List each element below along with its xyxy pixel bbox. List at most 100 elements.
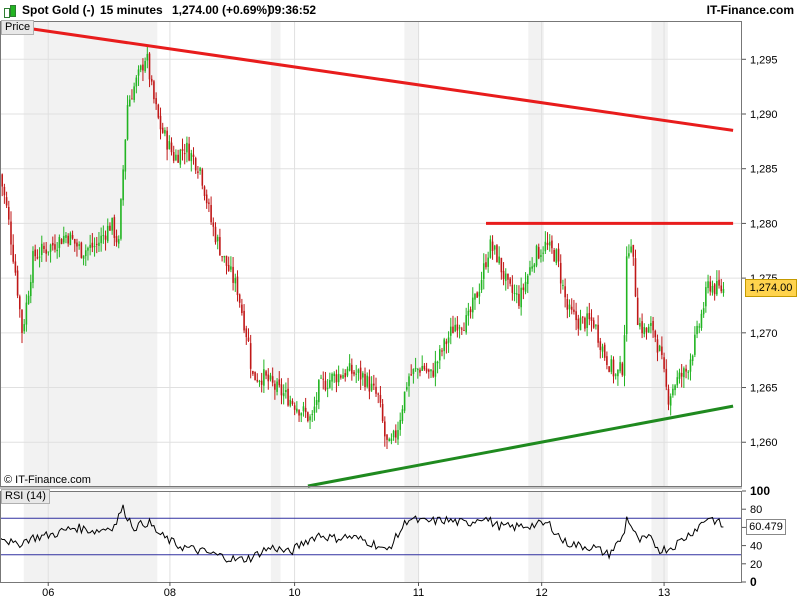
candle-body xyxy=(720,285,723,292)
candle-body xyxy=(223,256,226,258)
candle-body xyxy=(689,359,692,372)
candle-body xyxy=(225,255,228,266)
rsi-line xyxy=(0,504,724,564)
candle-body xyxy=(197,171,199,173)
candle-body xyxy=(711,285,714,293)
candle-body xyxy=(625,256,628,335)
candle-body xyxy=(315,400,318,405)
candle-body xyxy=(258,380,261,382)
candle-body xyxy=(7,206,10,220)
candle-body xyxy=(487,257,489,267)
candle-body xyxy=(69,233,72,246)
session-shade xyxy=(404,21,420,486)
candle-body xyxy=(562,284,564,286)
candle-body xyxy=(599,341,602,351)
candle-body xyxy=(471,297,474,313)
candle-body xyxy=(29,282,32,297)
candle-body xyxy=(287,388,289,406)
resistance-trendline xyxy=(0,22,734,132)
candle-body xyxy=(296,408,298,412)
candle-body xyxy=(518,293,520,306)
timestamp: 09:36:52 xyxy=(268,3,317,17)
candle-body xyxy=(652,321,654,331)
x-tick-label: 08 xyxy=(164,587,176,599)
candle-body xyxy=(161,127,164,133)
candle-body xyxy=(524,281,527,292)
candle-body xyxy=(45,249,47,254)
candle-body xyxy=(621,363,624,375)
candle-body xyxy=(526,275,529,285)
candle-body xyxy=(377,393,380,395)
candle-body xyxy=(469,309,472,313)
candle-body xyxy=(95,243,98,245)
candle-body xyxy=(87,247,89,251)
session-shade-rsi xyxy=(404,491,420,582)
candle-body xyxy=(329,380,331,388)
candle-body xyxy=(304,407,307,413)
candle-body xyxy=(608,366,610,372)
candle-body xyxy=(267,374,270,382)
candle-body xyxy=(570,306,573,310)
candle-body xyxy=(597,324,599,343)
candle-body xyxy=(192,154,195,157)
candle-body xyxy=(700,313,703,329)
candle-body xyxy=(414,367,417,369)
candle-body xyxy=(307,412,309,422)
candle-body xyxy=(84,250,87,257)
y-tick-label: 1,295 xyxy=(750,54,778,66)
candle-body xyxy=(150,78,153,82)
candle-body xyxy=(23,324,25,332)
candle-body xyxy=(47,251,50,253)
candle-body xyxy=(14,261,17,273)
candle-body xyxy=(381,403,384,422)
candle-body xyxy=(280,384,283,396)
candle-body xyxy=(183,153,186,155)
candle-body xyxy=(619,362,621,372)
candle-body xyxy=(342,375,344,379)
candle-body xyxy=(491,241,494,251)
candle-body xyxy=(553,249,555,262)
candle-body xyxy=(208,202,210,204)
session-shade-rsi xyxy=(528,491,544,582)
candle-body xyxy=(18,296,21,310)
rsi-panel xyxy=(0,487,742,564)
candle-body xyxy=(78,244,80,246)
candle-body xyxy=(500,257,503,273)
candle-body xyxy=(245,328,248,338)
candle-body xyxy=(366,375,369,387)
candle-body xyxy=(32,251,34,283)
y-tick-label: 1,260 xyxy=(750,437,778,449)
candle-body xyxy=(430,369,432,372)
candle-body xyxy=(364,373,366,388)
candle-body xyxy=(56,249,58,252)
candle-body xyxy=(82,255,85,259)
candle-body xyxy=(540,255,542,257)
candle-body xyxy=(401,409,404,422)
candle-body xyxy=(678,372,681,379)
candle-body xyxy=(493,245,496,250)
candle-body xyxy=(73,238,76,244)
candle-body xyxy=(392,430,395,438)
candle-body xyxy=(21,309,23,333)
candle-body xyxy=(432,370,434,377)
x-tick-label: 12 xyxy=(536,587,548,599)
brand-name: IT-Finance.com xyxy=(706,3,794,17)
candle-body xyxy=(588,313,591,320)
chart-header: Spot Gold (-) 15 minutes 1,274.00 (+0.69… xyxy=(0,0,800,21)
candle-body xyxy=(49,244,52,252)
candle-body xyxy=(368,376,371,392)
candle-body xyxy=(252,370,254,374)
candle-body xyxy=(221,256,223,258)
candle-body xyxy=(713,284,716,295)
rsi-y-tick-label: 80 xyxy=(750,504,762,516)
candle-body xyxy=(456,324,459,331)
candle-body xyxy=(340,375,342,378)
candle-body xyxy=(285,390,287,393)
candle-body xyxy=(76,242,78,247)
candle-body xyxy=(309,416,311,421)
candle-body xyxy=(628,253,630,257)
candle-body xyxy=(654,330,657,338)
candle-body xyxy=(201,169,204,186)
candle-body xyxy=(707,281,709,289)
candle-body xyxy=(718,279,720,286)
